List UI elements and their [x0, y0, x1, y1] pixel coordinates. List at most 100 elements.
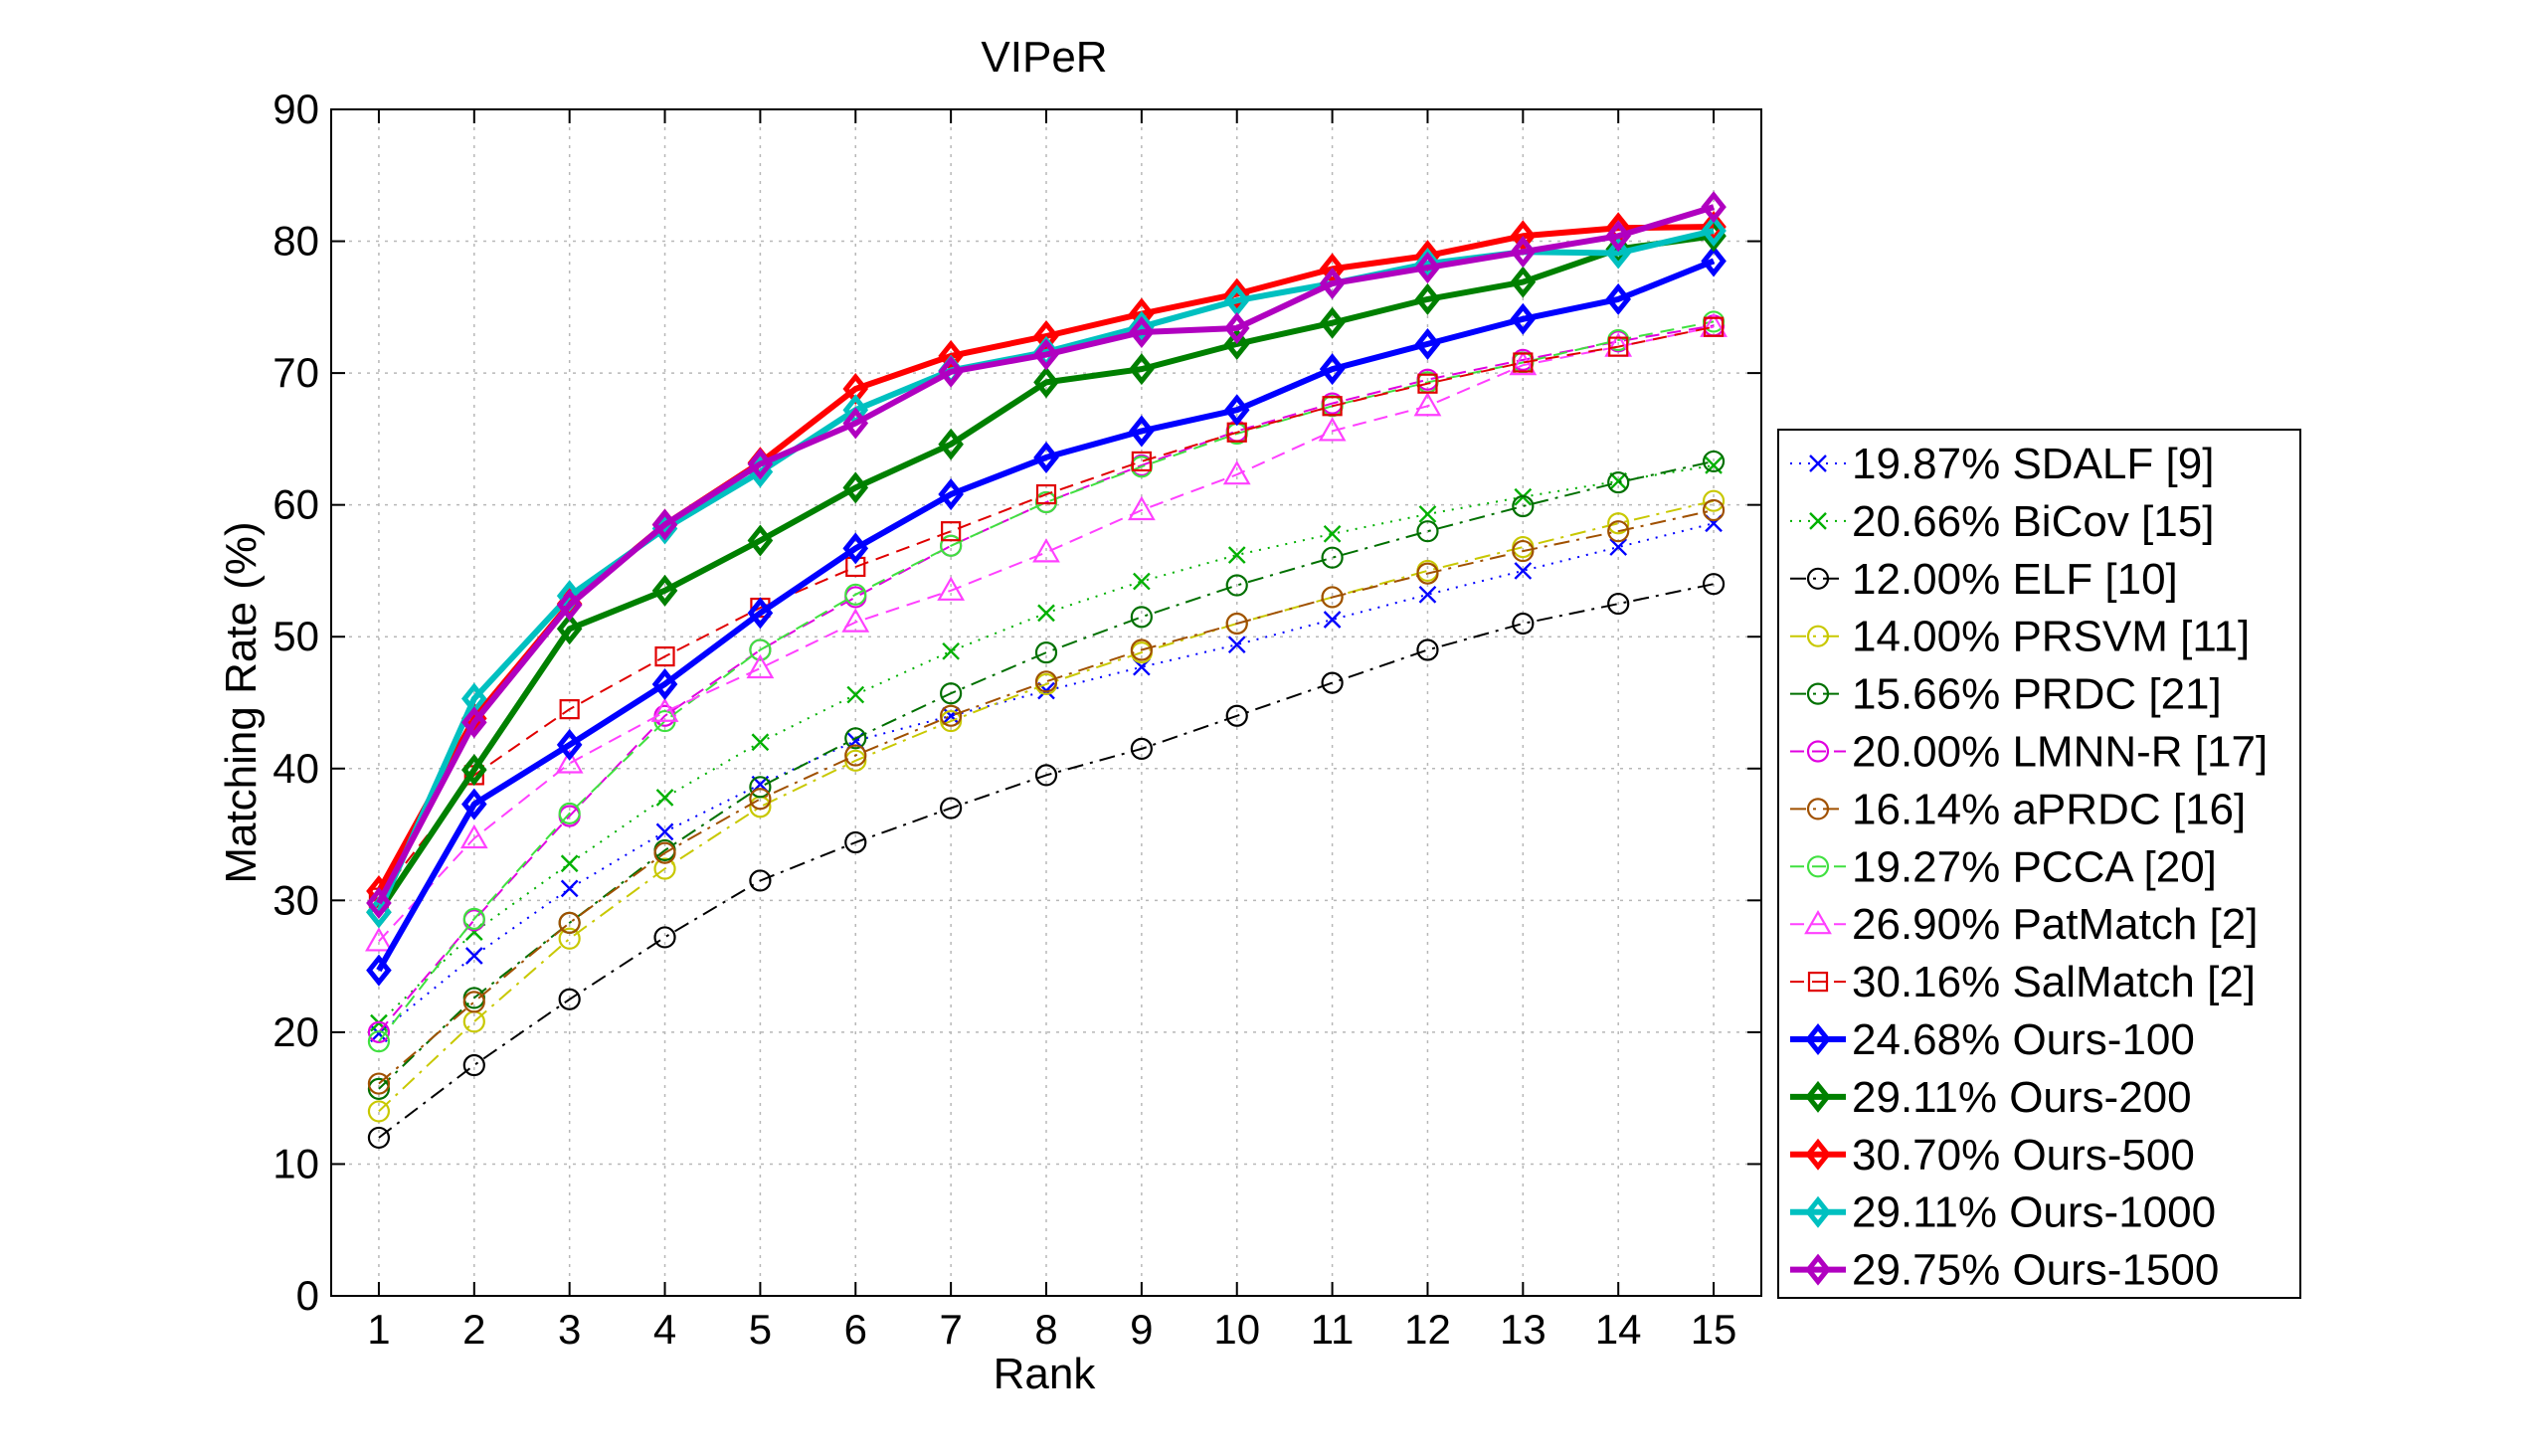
- data-point: [1509, 350, 1538, 376]
- data-point: [1033, 338, 1059, 371]
- data-point: [1319, 306, 1346, 339]
- data-point: [1512, 612, 1535, 636]
- data-point: [1605, 220, 1632, 253]
- data-point: [1510, 220, 1537, 253]
- y-tick-label: 70: [273, 349, 319, 396]
- data-point: [938, 355, 964, 388]
- legend-item: 19.27% PCCA [20]: [1790, 842, 2217, 891]
- legend-item: 14.00% PRSVM [11]: [1790, 613, 2250, 661]
- legend-item: 30.16% SalMatch [2]: [1790, 958, 2256, 1006]
- data-point: [555, 749, 584, 774]
- x-tick-label: 15: [1691, 1306, 1737, 1353]
- data-point: [940, 704, 963, 727]
- legend-marker: [1805, 1195, 1831, 1228]
- legend-marker: [1809, 455, 1827, 472]
- x-tick-label: 1: [367, 1306, 390, 1353]
- data-point: [1133, 572, 1151, 591]
- x-tick-label: 9: [1130, 1306, 1153, 1353]
- data-point: [937, 576, 966, 601]
- legend-item: 29.11% Ours-1000: [1790, 1188, 2216, 1237]
- data-point: [1414, 327, 1441, 360]
- data-point: [846, 685, 865, 704]
- legend-marker: [1805, 1253, 1831, 1286]
- data-point: [842, 471, 869, 504]
- data-point: [1416, 638, 1439, 661]
- data-point: [367, 1072, 391, 1095]
- data-point: [1222, 459, 1251, 485]
- data-point: [1413, 392, 1442, 417]
- data-point: [1416, 520, 1439, 543]
- legend-label: 24.68% Ours-100: [1852, 1015, 2195, 1064]
- data-point: [459, 823, 488, 849]
- data-point: [844, 830, 867, 854]
- data-point: [1131, 451, 1152, 472]
- data-point: [844, 744, 867, 767]
- series-3: [367, 573, 1726, 1150]
- data-point: [1510, 266, 1537, 298]
- legend-marker: [1806, 567, 1830, 590]
- series-11: [366, 245, 1727, 987]
- data-point: [1318, 417, 1347, 442]
- data-point: [1605, 282, 1632, 315]
- data-point: [1418, 585, 1437, 604]
- data-point: [1321, 546, 1344, 569]
- data-point: [1701, 214, 1727, 247]
- legend-item: 19.87% SDALF [9]: [1790, 440, 2214, 488]
- legend-label: 29.11% Ours-200: [1852, 1073, 2192, 1122]
- data-point: [558, 911, 581, 934]
- y-tick-label: 30: [273, 876, 319, 923]
- data-point: [366, 954, 392, 987]
- data-point: [653, 841, 676, 864]
- data-point: [558, 927, 581, 950]
- legend-marker: [1805, 1138, 1831, 1171]
- x-tick-label: 13: [1500, 1306, 1546, 1353]
- legend-label: 30.70% Ours-500: [1852, 1131, 2195, 1180]
- data-point: [556, 613, 583, 645]
- legend-marker: [1804, 909, 1832, 935]
- x-tick-label: 12: [1404, 1306, 1451, 1353]
- data-point: [1223, 327, 1250, 360]
- legend-label: 19.27% PCCA [20]: [1852, 842, 2217, 891]
- data-point: [747, 448, 774, 480]
- data-point: [365, 927, 393, 952]
- data-point: [1513, 352, 1534, 373]
- data-point: [1319, 267, 1346, 299]
- data-point: [1223, 312, 1250, 345]
- legend-label: 12.00% ELF [10]: [1852, 555, 2178, 604]
- series-4: [367, 489, 1726, 1123]
- data-point: [1129, 316, 1155, 349]
- data-point: [1607, 592, 1630, 616]
- data-point: [1322, 396, 1343, 417]
- data-point: [1321, 671, 1344, 694]
- data-point: [938, 428, 964, 460]
- data-point: [556, 589, 583, 622]
- y-tick-label: 10: [273, 1140, 319, 1186]
- data-point: [749, 788, 772, 811]
- legend-item: 30.70% Ours-500: [1790, 1131, 2195, 1180]
- data-point: [462, 907, 485, 930]
- data-point: [367, 1020, 391, 1043]
- series-line: [378, 325, 1715, 899]
- data-point: [1607, 471, 1630, 494]
- legend: 19.87% SDALF [9] 20.66% BiCov [15] 12.00% …: [1777, 429, 2301, 1299]
- legend-item: 20.00% LMNN-R [17]: [1790, 728, 2268, 777]
- data-point: [558, 802, 581, 824]
- data-point: [1033, 441, 1059, 473]
- x-tick-label: 8: [1034, 1306, 1057, 1353]
- data-point: [749, 869, 772, 892]
- legend-label: 16.14% aPRDC [16]: [1852, 785, 2246, 833]
- data-point: [651, 667, 678, 700]
- data-point: [941, 521, 962, 542]
- data-point: [1130, 638, 1153, 661]
- data-point: [1701, 245, 1727, 277]
- legend-label: 29.75% Ours-1500: [1852, 1246, 2219, 1295]
- data-point: [559, 699, 580, 720]
- data-point: [844, 727, 867, 750]
- data-point: [1127, 495, 1156, 521]
- data-point: [841, 608, 870, 633]
- data-point: [462, 1053, 485, 1077]
- data-point: [1608, 336, 1629, 357]
- data-point: [460, 754, 487, 787]
